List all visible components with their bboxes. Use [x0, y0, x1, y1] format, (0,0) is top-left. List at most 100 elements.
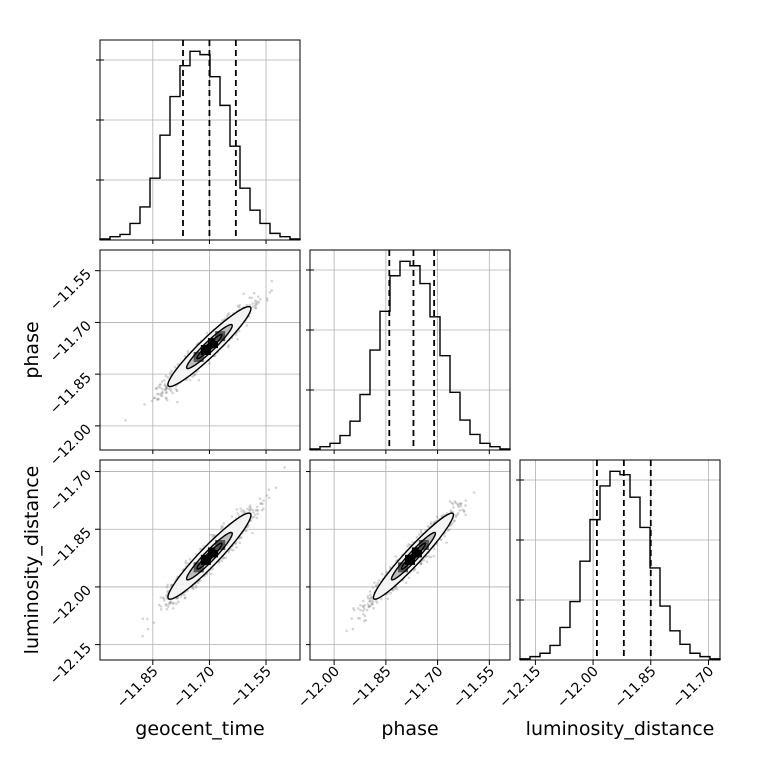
- scatter-point: [267, 488, 271, 491]
- scatter-point: [152, 396, 156, 400]
- scatter-point: [446, 529, 450, 532]
- scatter-point: [165, 607, 169, 611]
- y-tick-label-phase: −11.70: [47, 318, 95, 366]
- scatter-point: [235, 546, 238, 549]
- scatter-point: [242, 509, 245, 512]
- scatter-point: [183, 354, 187, 358]
- scatter-point: [183, 596, 187, 600]
- density-cell: [200, 345, 211, 356]
- scatter-point: [420, 562, 423, 565]
- hist-panel-geocent-time: [99, 39, 301, 241]
- density-cell: [193, 351, 204, 362]
- scatter-point: [451, 502, 455, 506]
- scatter-point: [452, 506, 455, 509]
- scatter-point: [429, 555, 433, 559]
- scatter-point: [245, 303, 249, 307]
- scatter-point: [462, 509, 466, 512]
- y-tick-label-luminosity-distance: −11.70: [47, 467, 95, 515]
- scatter-point: [231, 548, 235, 552]
- scatter-point: [370, 602, 374, 605]
- scatter-point: [248, 504, 252, 507]
- scatter-point: [432, 554, 436, 558]
- scatter-point: [245, 324, 249, 327]
- scatter-point: [211, 567, 214, 571]
- x-tick-label-luminosity-distance: −11.70: [669, 664, 717, 712]
- panel-frame: [99, 249, 301, 451]
- scatter-point: [260, 508, 264, 512]
- scatter-point: [457, 505, 461, 509]
- scatter-point: [192, 374, 196, 377]
- scatter-point: [268, 291, 272, 294]
- scatter-point: [267, 496, 271, 500]
- scatter-point: [240, 510, 243, 513]
- panel-frame: [99, 39, 301, 241]
- joint-content: [124, 279, 274, 422]
- scatter-point: [415, 535, 419, 539]
- scatter-point: [252, 511, 255, 514]
- scatter-point: [455, 513, 459, 517]
- scatter-point: [366, 602, 370, 606]
- scatter-point: [161, 391, 164, 395]
- scatter-point: [156, 385, 160, 389]
- scatter-point: [461, 508, 464, 512]
- scatter-point: [411, 541, 414, 544]
- scatter-point: [258, 497, 262, 500]
- scatter-point: [388, 565, 392, 569]
- scatter-point: [248, 508, 251, 512]
- scatter-point: [454, 513, 457, 517]
- y-tick-label-luminosity-distance: −12.00: [47, 582, 95, 630]
- hist-panel-phase: [309, 249, 511, 451]
- joint-panel-phase-vs-geocent-time: [99, 249, 301, 451]
- y-tick-label-phase: −11.55: [47, 266, 95, 314]
- x-tick-label-phase: −11.85: [347, 664, 395, 712]
- scatter-point: [419, 563, 423, 566]
- scatter-point: [183, 596, 187, 600]
- scatter-point: [161, 390, 164, 394]
- scatter-point: [257, 301, 261, 304]
- scatter-point: [166, 605, 170, 608]
- scatter-point: [171, 602, 175, 605]
- scatter-point: [150, 399, 154, 403]
- scatter-point: [442, 513, 446, 517]
- scatter-point: [352, 608, 356, 612]
- scatter-point: [195, 584, 198, 588]
- scatter-point: [197, 378, 201, 382]
- x-tick-label-luminosity-distance: −11.85: [612, 664, 660, 712]
- scatter-point: [283, 466, 286, 469]
- scatter-point: [156, 397, 160, 401]
- scatter-point: [453, 519, 456, 523]
- scatter-point: [259, 501, 263, 505]
- scatter-point: [356, 616, 360, 620]
- scatter-point: [253, 306, 257, 310]
- scatter-point: [454, 515, 458, 519]
- scatter-point: [184, 559, 188, 563]
- scatter-point: [220, 524, 224, 528]
- scatter-point: [404, 581, 408, 584]
- xlabel-geocent-time: geocent_time: [135, 718, 264, 740]
- scatter-point: [417, 533, 421, 536]
- scatter-point: [186, 562, 189, 565]
- scatter-point: [179, 594, 183, 598]
- scatter-point: [222, 556, 226, 560]
- scatter-point: [448, 500, 452, 503]
- scatter-point: [237, 329, 241, 333]
- scatter-point: [366, 594, 370, 598]
- scatter-point: [362, 605, 365, 609]
- scatter-point: [368, 597, 372, 601]
- scatter-point: [159, 394, 163, 397]
- scatter-point: [169, 388, 172, 391]
- scatter-point: [161, 387, 164, 391]
- scatter-point: [220, 559, 224, 562]
- scatter-point: [255, 516, 259, 520]
- scatter-point: [366, 597, 370, 600]
- scatter-point: [159, 608, 163, 611]
- scatter-point: [227, 312, 231, 315]
- scatter-point: [162, 597, 166, 601]
- scatter-point: [177, 600, 180, 604]
- scatter-point: [160, 394, 164, 398]
- scatter-point: [222, 521, 226, 525]
- scatter-point: [227, 345, 230, 349]
- scatter-point: [159, 392, 163, 396]
- scatter-point: [256, 300, 259, 303]
- scatter-point: [448, 528, 451, 531]
